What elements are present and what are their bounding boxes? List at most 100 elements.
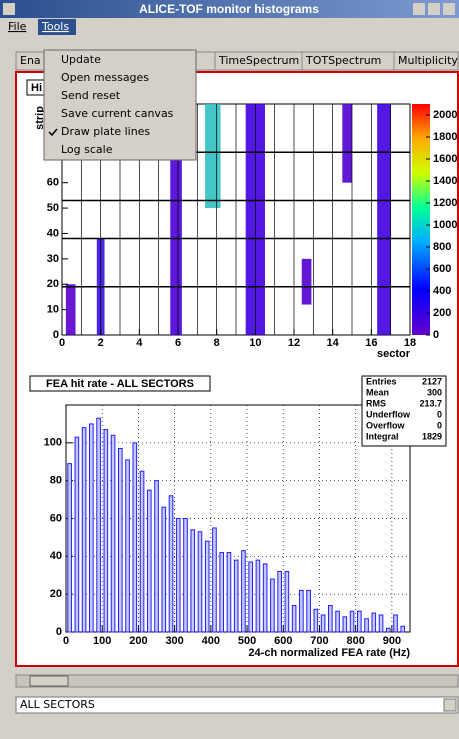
z-tick-label: 800 — [433, 241, 451, 253]
bar — [146, 489, 152, 633]
y-tick-label: 10 — [47, 304, 59, 316]
bar — [67, 463, 72, 633]
bar — [175, 518, 181, 633]
x-tick-label: 8 — [214, 337, 220, 349]
stats-value: 213.7 — [419, 398, 442, 408]
combo-arrow[interactable] — [443, 698, 457, 712]
menu-item[interactable]: Open messages — [61, 71, 149, 84]
bar — [132, 442, 138, 633]
x-axis-label: 24-ch normalized FEA rate (Hz) — [248, 647, 410, 659]
bar — [277, 570, 282, 633]
combo-text: ALL SECTORS — [20, 698, 95, 711]
x-tick-label: 18 — [404, 337, 416, 349]
heatmap-title: Hi — [31, 82, 42, 94]
bar — [204, 540, 210, 633]
menu-tools[interactable]: Tools — [41, 20, 69, 33]
heatmap-cells — [377, 104, 391, 335]
y-tick-label: 60 — [50, 512, 62, 524]
tab-label[interactable]: Multiplicity — [398, 54, 458, 67]
bar — [103, 429, 109, 633]
bar — [161, 506, 167, 633]
window-title: ALICE-TOF monitor histograms — [139, 2, 319, 16]
y-axis-label: strip — [34, 106, 46, 130]
x-tick-label: 800 — [347, 635, 365, 647]
z-tick-label: 1400 — [433, 175, 457, 187]
x-tick-label: 900 — [383, 635, 401, 647]
tab-label[interactable]: Ena — [20, 54, 41, 67]
bar — [291, 605, 297, 633]
x-tick-label: 600 — [274, 635, 292, 647]
bar — [328, 605, 333, 633]
stats-value: 0 — [437, 409, 442, 419]
menu-item[interactable]: Draw plate lines — [61, 125, 150, 138]
y-tick-label: 0 — [53, 329, 59, 341]
bar — [364, 618, 369, 633]
bar — [284, 570, 290, 633]
hist-title: FEA hit rate - ALL SECTORS — [46, 378, 194, 390]
tab-label[interactable]: TOTSpectrum — [305, 54, 381, 67]
bar — [349, 610, 355, 633]
x-tick-label: 500 — [238, 635, 256, 647]
x-tick-label: 0 — [59, 337, 65, 349]
y-tick-label: 40 — [47, 227, 59, 239]
bar — [118, 448, 123, 633]
bar — [356, 610, 362, 633]
tab-label[interactable]: TimeSpectrum — [218, 54, 299, 67]
z-tick-label: 1200 — [433, 197, 457, 209]
minimize-button[interactable] — [413, 3, 425, 15]
y-tick-label: 30 — [47, 253, 59, 265]
stats-value: 1829 — [422, 431, 442, 441]
y-tick-label: 60 — [47, 177, 59, 189]
window-menu-button[interactable] — [3, 3, 15, 15]
menu-item[interactable]: Save current canvas — [61, 107, 174, 120]
bar — [74, 436, 80, 633]
z-tick-label: 1600 — [433, 153, 457, 165]
bar — [81, 427, 87, 633]
x-tick-label: 100 — [93, 635, 111, 647]
bar — [299, 589, 304, 633]
bar — [226, 552, 232, 633]
close-button[interactable] — [443, 3, 455, 15]
menu-item[interactable]: Log scale — [61, 143, 113, 156]
scroll-thumb[interactable] — [29, 675, 69, 687]
bar — [190, 529, 196, 633]
maximize-button[interactable] — [428, 3, 440, 15]
stats-box — [361, 375, 447, 447]
bar — [183, 518, 188, 633]
tab[interactable] — [393, 51, 459, 71]
stats-value: 0 — [437, 420, 442, 430]
heatmap-cells — [170, 104, 182, 335]
z-tick-label: 2000 — [433, 109, 457, 121]
bar — [270, 578, 275, 633]
stats-value: 300 — [427, 387, 442, 397]
stats-label: Mean — [366, 387, 389, 397]
heatmap-cells — [205, 104, 221, 209]
menu-file[interactable]: File — [8, 20, 27, 33]
heatmap-cells — [65, 284, 76, 335]
menu-item[interactable]: Update — [61, 53, 101, 66]
x-tick-label: 6 — [175, 337, 181, 349]
menu-tools-highlight — [38, 19, 76, 35]
x-axis-label: sector — [377, 348, 411, 360]
x-tick-label: 200 — [129, 635, 147, 647]
bar — [154, 480, 159, 633]
bar — [320, 614, 326, 633]
menu-item[interactable]: Send reset — [61, 89, 121, 102]
z-tick-label: 600 — [433, 263, 451, 275]
heatmap-cells — [301, 258, 312, 305]
scrollbar[interactable] — [15, 674, 459, 688]
stats-label: RMS — [366, 398, 386, 408]
bar — [385, 627, 391, 633]
bar — [89, 423, 94, 633]
y-tick-label: 20 — [47, 278, 59, 290]
bar — [313, 608, 319, 633]
y-tick-label: 0 — [56, 626, 62, 638]
sector-combo[interactable] — [15, 696, 459, 714]
bar — [110, 434, 116, 633]
bar — [219, 552, 225, 633]
bar — [125, 459, 130, 633]
stats-value: 2127 — [422, 376, 442, 386]
x-tick-label: 16 — [365, 337, 377, 349]
